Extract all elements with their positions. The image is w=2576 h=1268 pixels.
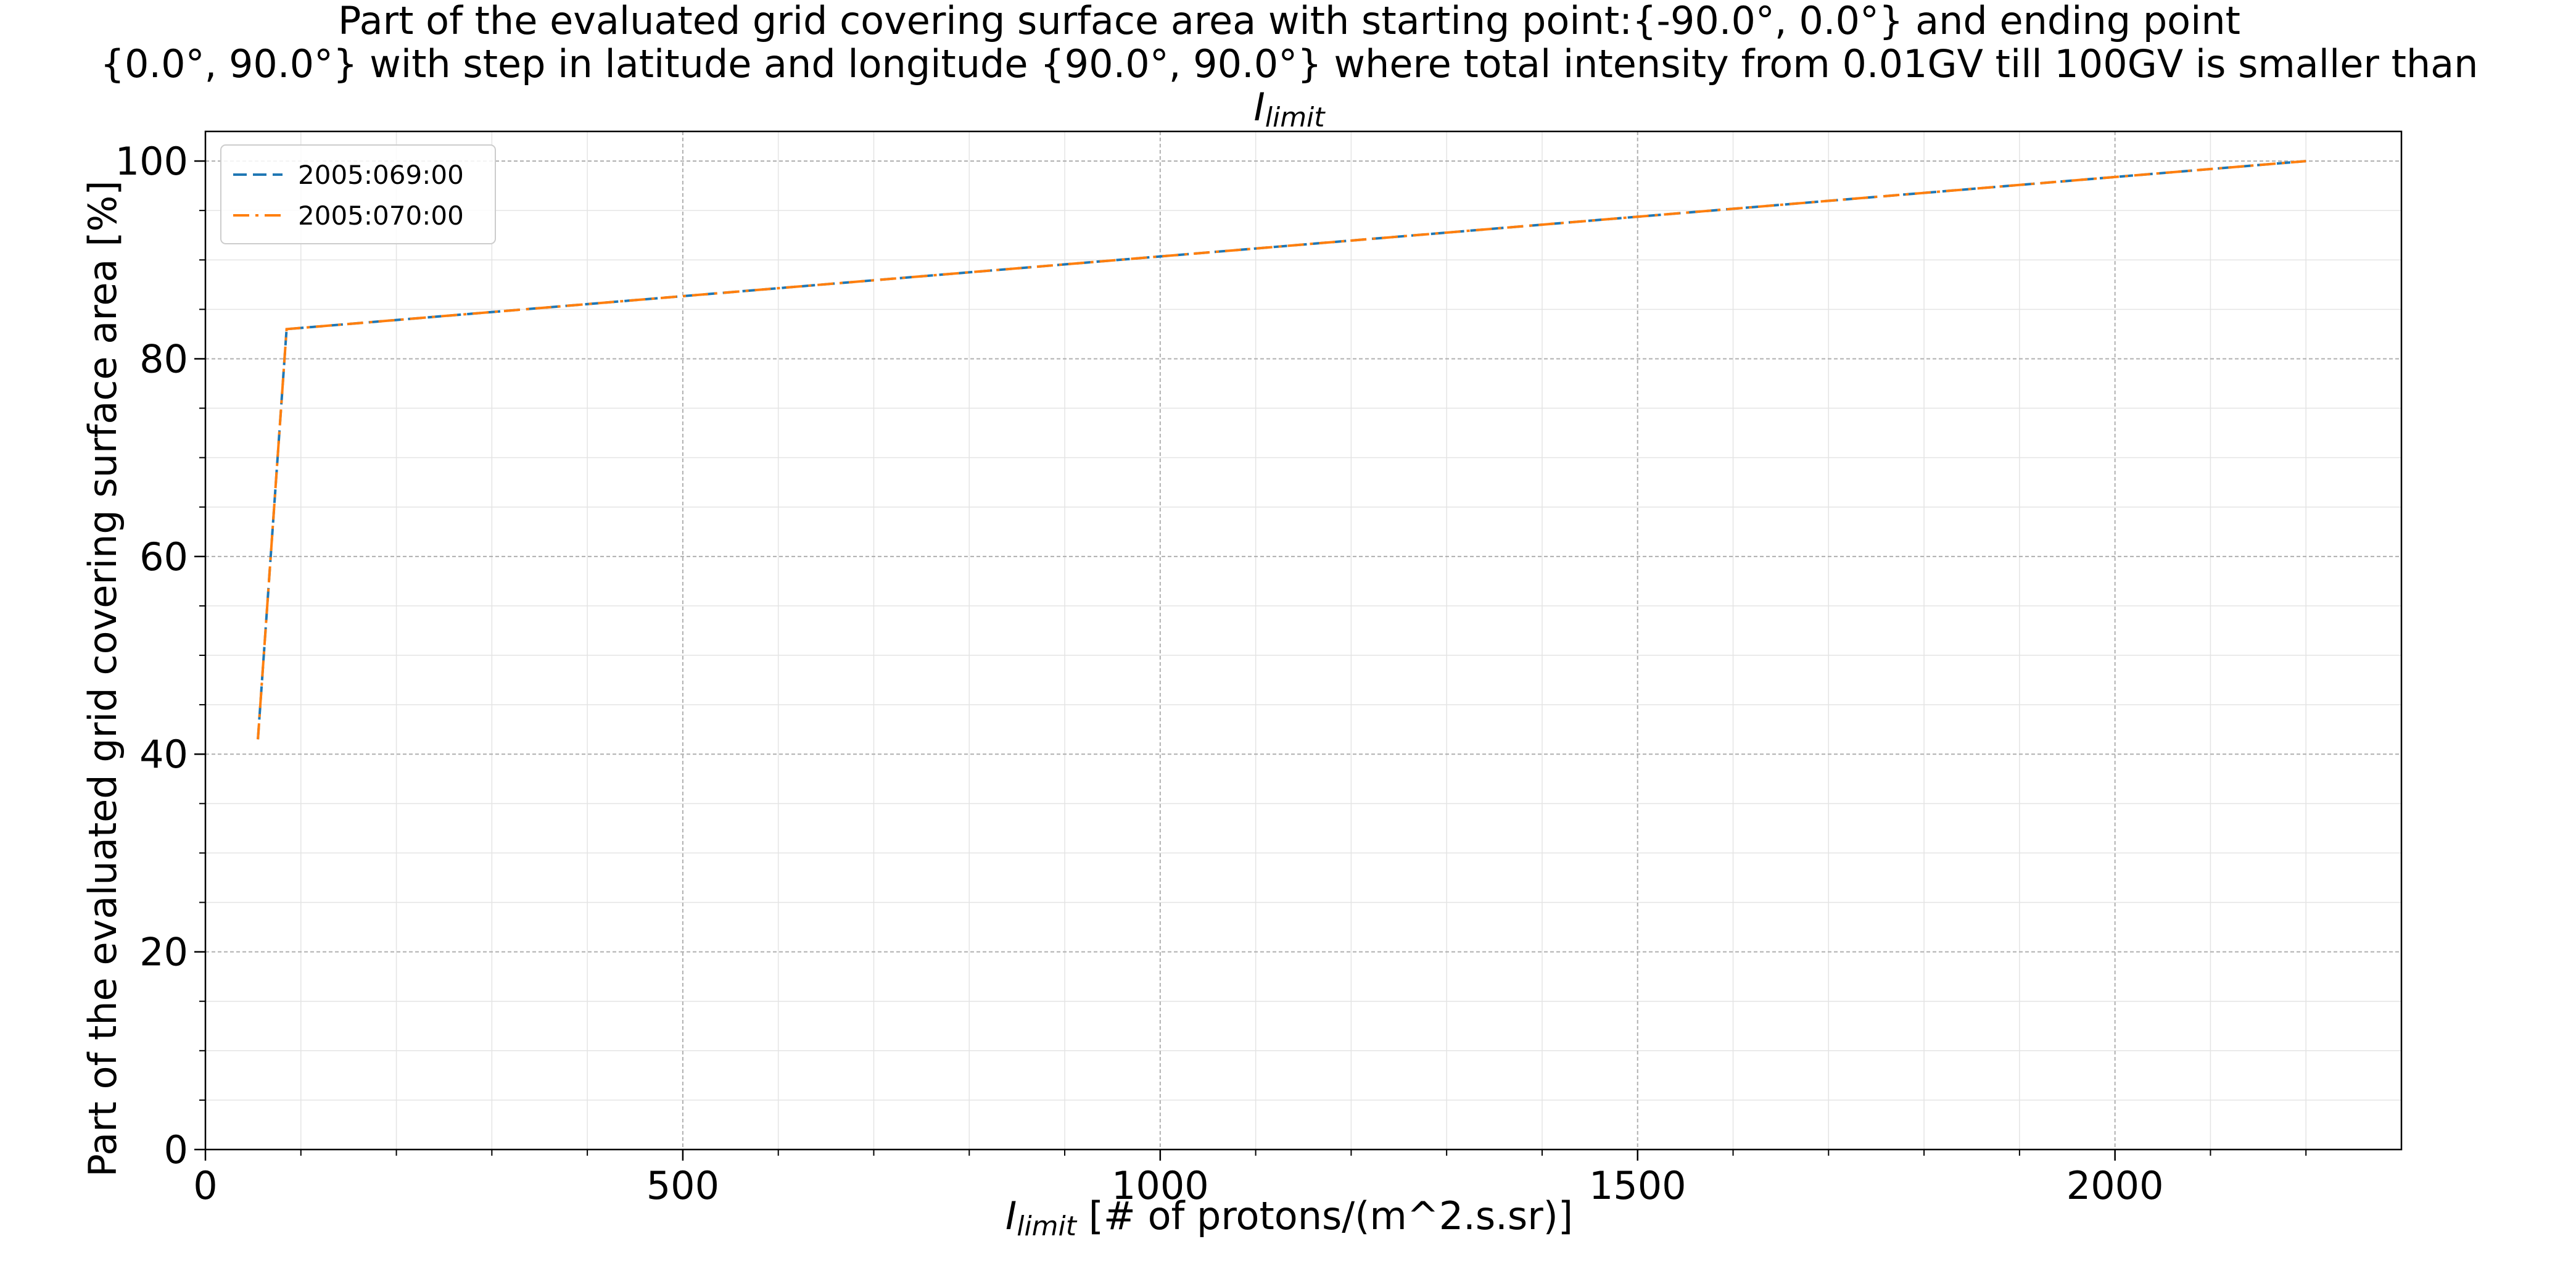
x-axis-symbol-sub: limit (1017, 1211, 1078, 1242)
y-tick-label: 0 (164, 1127, 188, 1172)
x-tick-label: 500 (646, 1163, 719, 1208)
series-line-2 (257, 160, 2306, 740)
x-tick-label: 1500 (1589, 1163, 1686, 1208)
x-axis-label-rest: [# of protons/(m^2.s.sr)] (1076, 1193, 1573, 1238)
legend-label-2: 2005:070:00 (298, 201, 464, 231)
title-line-3: Ilimit (1253, 85, 1326, 133)
title-line-1: Part of the evaluated grid covering surf… (338, 0, 2240, 43)
legend-label-1: 2005:069:00 (298, 160, 464, 190)
y-tick-label: 40 (139, 732, 188, 777)
chart-title: Part of the evaluated grid covering surf… (101, 0, 2479, 133)
legend-box (220, 144, 496, 244)
y-tick-label: 80 (139, 336, 188, 381)
series-layer (257, 160, 2306, 740)
x-axis-symbol: I (1005, 1193, 1017, 1238)
major-grid (205, 131, 2401, 1150)
title-line-2: {0.0°, 90.0°} with step in latitude and … (101, 41, 2479, 86)
legend: 2005:069:00 2005:070:00 (220, 144, 496, 244)
title-symbol: I (1253, 85, 1265, 130)
y-tick-label: 100 (115, 139, 188, 184)
x-tick-label: 1000 (1112, 1163, 1209, 1208)
minor-grid (205, 131, 2401, 1150)
x-axis-label: Ilimit [# of protons/(m^2.s.sr)] (1005, 1193, 1573, 1242)
axis-ticks: 0 500 1000 1500 2000 0 20 40 60 80 100 (115, 139, 2307, 1208)
plot-area-frame (204, 130, 2403, 1151)
y-axis-label: Part of the evaluated grid covering surf… (80, 180, 125, 1177)
x-tick-label: 2000 (2066, 1163, 2164, 1208)
y-tick-label: 20 (139, 930, 188, 975)
title-symbol-sub: limit (1265, 102, 1326, 133)
x-tick-label: 0 (193, 1163, 217, 1208)
series-line-1 (257, 160, 2306, 740)
y-tick-label: 60 (139, 534, 188, 579)
